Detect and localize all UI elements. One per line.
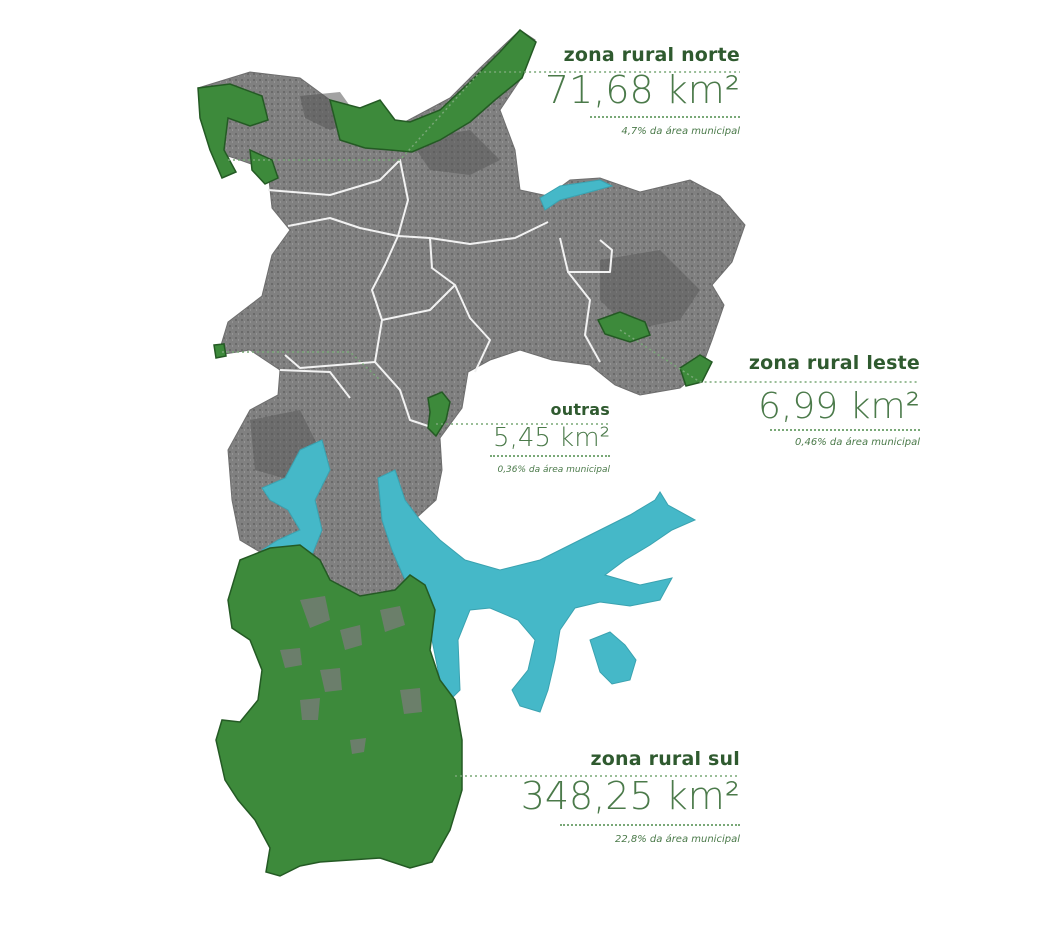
divider (490, 455, 610, 457)
urban-area (197, 29, 746, 621)
leader-lines (222, 71, 918, 777)
reservoirs (261, 179, 697, 713)
zone-name: zona rural leste (748, 352, 920, 374)
label-zona-rural-norte: zona rural norte 71,68 km² 4,7% da área … (540, 44, 740, 137)
zona-rural-norte-area (197, 28, 537, 185)
divider (770, 429, 920, 431)
zone-area: 6,99 km² (758, 386, 920, 427)
zone-percent: 4,7% da área municipal (621, 126, 740, 137)
zona-rural-leste-area (596, 311, 713, 387)
zone-area: 348,25 km² (520, 774, 740, 818)
zone-percent: 0,46% da área municipal (794, 437, 920, 448)
urban-islands-sul (280, 596, 422, 754)
zone-area: 5,45 km² (493, 423, 610, 453)
label-zona-rural-sul: zona rural sul 348,25 km² 22,8% da área … (500, 748, 740, 845)
zone-percent: 0,36% da área municipal (497, 465, 610, 475)
district-boundaries (267, 159, 613, 431)
water-strip-norte (539, 179, 614, 211)
zone-name: zona rural sul (590, 748, 740, 770)
zone-name: outras (550, 400, 610, 419)
label-zona-rural-leste: zona rural leste 6,99 km² 0,46% da área … (720, 352, 920, 448)
divider (560, 824, 740, 826)
outras-area (213, 343, 451, 438)
zone-area: 71,68 km² (544, 68, 740, 112)
urban-dense-patch (600, 250, 700, 330)
zone-name: zona rural norte (563, 44, 740, 66)
small-reservoir (589, 631, 637, 685)
zona-rural-sul-area (215, 544, 463, 877)
zone-percent: 22,8% da área municipal (614, 834, 740, 845)
label-outras: outras 5,45 km² 0,36% da área municipal (470, 400, 610, 475)
divider (590, 116, 740, 118)
billings-reservoir (377, 469, 697, 713)
